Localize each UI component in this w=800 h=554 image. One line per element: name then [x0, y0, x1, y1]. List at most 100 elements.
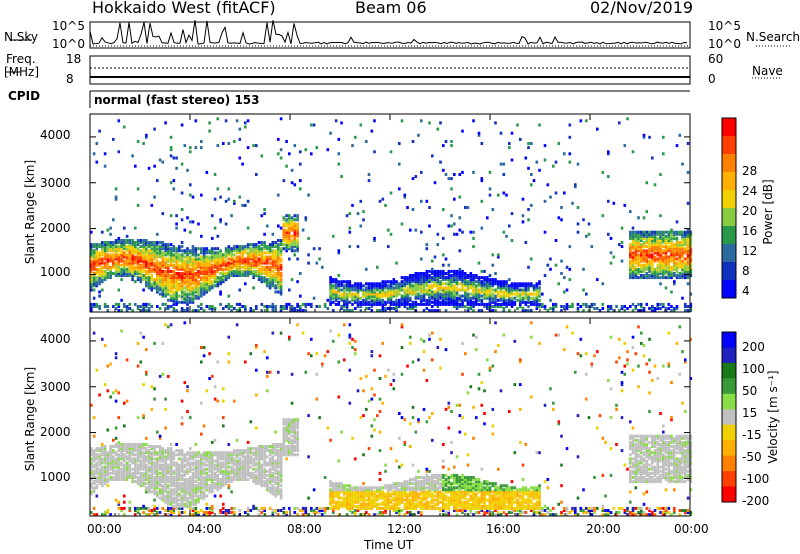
velocity-pixel: [90, 478, 93, 481]
power-pixel: [282, 247, 286, 251]
power-pixel: [161, 269, 165, 273]
velocity-pixel: [197, 494, 200, 498]
power-pixel: [268, 272, 272, 275]
velocity-pixel: [164, 463, 167, 467]
power-pixel: [634, 241, 638, 244]
power-pixel: [587, 309, 591, 313]
velocity-pixel: [128, 457, 132, 461]
power-pixel: [362, 302, 365, 306]
power-pixel: [252, 286, 255, 290]
power-pixel: [208, 276, 211, 280]
power-pixel: [601, 170, 605, 174]
power-pixel: [219, 261, 222, 265]
power-pixel: [392, 302, 396, 306]
power-pixel: [395, 280, 398, 284]
power-pixel: [147, 284, 151, 288]
power-pixel: [279, 280, 283, 284]
velocity-pixel: [158, 455, 162, 459]
power-pixel: [219, 257, 222, 261]
power-pixel: [354, 288, 357, 292]
velocity-pixel: [208, 457, 211, 461]
power-pixel: [378, 282, 382, 286]
velocity-pixel: [263, 506, 266, 510]
power-pixel: [282, 243, 286, 247]
power-pixel: [216, 259, 220, 263]
velocity-pixel: [211, 476, 214, 479]
power-pixel: [631, 261, 635, 265]
velocity-pixel: [227, 473, 231, 477]
velocity-pixel: [153, 447, 156, 451]
power-pixel: [447, 224, 451, 228]
velocity-pixel: [167, 502, 170, 506]
power-pixel: [307, 236, 310, 240]
power-pixel: [180, 208, 184, 211]
power-pixel: [230, 259, 233, 263]
velocity-pixel: [120, 443, 123, 446]
power-pixel: [101, 257, 104, 261]
power-pixel: [216, 267, 220, 271]
velocity-pixel: [208, 469, 211, 473]
power-pixel: [659, 276, 662, 280]
power-pixel: [211, 309, 214, 313]
velocity-pixel: [257, 461, 261, 465]
power-pixel: [348, 212, 352, 216]
power-pixel: [230, 272, 233, 275]
power-pixel: [398, 290, 401, 294]
velocity-pixel: [197, 465, 200, 469]
power-pixel: [494, 288, 497, 292]
power-pixel: [147, 280, 151, 284]
power-pixel: [656, 230, 660, 234]
velocity-pixel: [147, 459, 151, 463]
power-pixel: [447, 263, 451, 267]
velocity-pixel: [125, 471, 129, 475]
power-pixel: [667, 257, 671, 261]
power-pixel: [505, 292, 508, 296]
velocity-pixel: [257, 467, 261, 471]
power-pixel: [271, 251, 275, 255]
power-pixel: [293, 245, 297, 249]
power-pixel: [651, 239, 654, 242]
power-pixel: [439, 269, 442, 273]
power-pixel: [128, 302, 132, 306]
power-pixel: [329, 296, 332, 300]
power-pixel: [651, 307, 654, 310]
power-pixel: [689, 249, 693, 253]
power-pixel: [136, 251, 140, 255]
power-pixel: [653, 276, 657, 280]
power-pixel: [543, 144, 547, 148]
power-pixel: [483, 280, 486, 284]
power-pixel: [227, 142, 231, 145]
power-pixel: [191, 278, 195, 282]
power-pixel: [213, 278, 217, 282]
velocity-pixel: [246, 506, 250, 510]
power-pixel: [150, 269, 154, 273]
power-pixel: [409, 290, 412, 294]
power-pixel: [200, 286, 203, 290]
velocity-pixel: [164, 500, 167, 504]
power-pixel: [310, 152, 313, 156]
power-pixel: [285, 245, 288, 249]
power-pixel: [175, 309, 178, 313]
velocity-pixel: [224, 476, 228, 479]
power-pixel: [285, 214, 288, 218]
power-pixel: [233, 247, 236, 251]
power-pixel: [112, 137, 115, 141]
velocity-pixel: [180, 451, 184, 455]
power-pixel: [288, 257, 291, 261]
power-pixel: [384, 294, 387, 298]
power-pixel: [395, 302, 398, 306]
velocity-pixel: [112, 438, 115, 442]
power-pixel: [128, 272, 132, 275]
velocity-pixel: [186, 492, 189, 496]
power-pixel: [172, 280, 176, 284]
power-pixel: [414, 274, 418, 277]
power-pixel: [189, 282, 192, 286]
power-pixel: [156, 245, 159, 249]
power-pixel: [277, 276, 280, 280]
power-pixel: [681, 272, 684, 275]
velocity-pixel: [180, 467, 184, 471]
power-pixel: [246, 269, 250, 273]
power-pixel: [670, 269, 673, 273]
velocity-pixel: [183, 457, 187, 461]
power-pixel: [136, 249, 140, 253]
